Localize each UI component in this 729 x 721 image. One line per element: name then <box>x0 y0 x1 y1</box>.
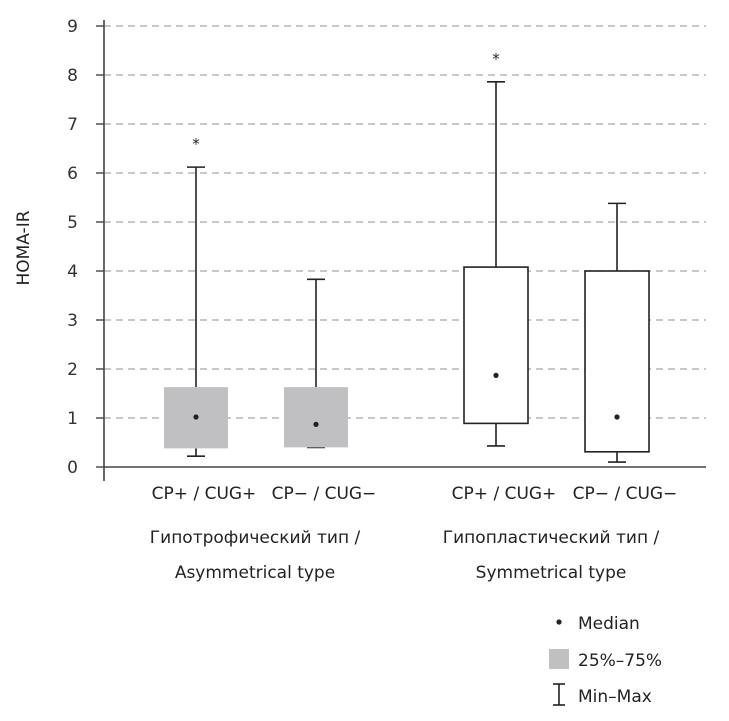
significance-marker: * <box>192 135 200 153</box>
y-tick-label: 4 <box>67 262 78 282</box>
iqr-box <box>284 387 348 448</box>
group-label-line2: Asymmetrical type <box>175 563 335 583</box>
legend-minmax-icon <box>553 683 565 706</box>
y-tick-label: 2 <box>67 360 78 380</box>
grid-lines <box>104 25 706 419</box>
category-label: CP− / CUG− <box>272 484 377 504</box>
group-label-line1: Гипотрофический тип / <box>150 528 361 548</box>
iqr-box <box>463 266 529 425</box>
y-tick-label: 3 <box>67 311 78 331</box>
boxplot-1: * <box>164 135 228 458</box>
y-axis-title: HOMA-IR <box>14 210 34 285</box>
iqr-box <box>584 270 650 453</box>
median-dot <box>493 372 499 378</box>
legend-median-dot <box>556 619 562 625</box>
x-axis <box>103 20 706 481</box>
y-tick-label: 1 <box>67 409 78 429</box>
legend-iqr-swatch <box>549 649 569 669</box>
category-labels: CP+ / CUG+ CP− / CUG− CP+ / CUG+ CP− / CUG− <box>152 484 678 504</box>
legend-range-label: Min–Max <box>578 687 652 707</box>
significance-marker: * <box>492 50 500 68</box>
y-tick-label: 8 <box>67 66 78 86</box>
boxplot-2 <box>284 278 348 449</box>
y-tick-label: 0 <box>67 458 78 478</box>
category-label: CP+ / CUG+ <box>152 484 257 504</box>
group-labels: Гипотрофический тип / Asymmetrical type Ги… <box>150 528 660 583</box>
boxplot-4 <box>584 202 650 463</box>
legend: Median 25%–75% Min–Max <box>549 614 662 707</box>
category-label: CP− / CUG− <box>573 484 678 504</box>
boxplots: ** <box>164 50 650 463</box>
group-label-line1: Гипопластический тип / <box>443 528 660 548</box>
y-tick-label: 5 <box>67 213 78 233</box>
median-dot <box>313 421 319 427</box>
median-dot <box>614 414 620 420</box>
boxplot-3: * <box>463 50 529 447</box>
legend-iqr-label: 25%–75% <box>578 651 662 671</box>
median-dot <box>193 414 199 420</box>
group-label-line2: Symmetrical type <box>476 563 627 583</box>
category-label: CP+ / CUG+ <box>452 484 557 504</box>
legend-median-label: Median <box>578 614 640 634</box>
y-tick-label: 9 <box>67 17 78 37</box>
y-axis-ticks: 0 1 2 3 4 5 6 7 8 9 <box>67 17 104 478</box>
y-tick-label: 6 <box>67 164 78 184</box>
y-tick-label: 7 <box>67 115 78 135</box>
